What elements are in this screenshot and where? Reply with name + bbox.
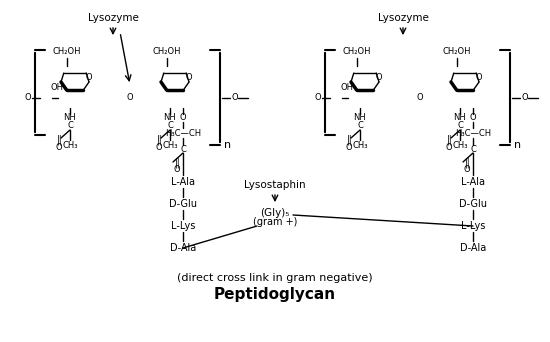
Text: H₃C—CH: H₃C—CH <box>165 130 201 139</box>
Text: D-Glu: D-Glu <box>169 199 197 209</box>
Text: C: C <box>357 121 363 131</box>
Text: O: O <box>475 73 482 82</box>
Text: O: O <box>25 93 31 103</box>
Text: C: C <box>470 145 476 154</box>
Text: CH₃: CH₃ <box>162 141 178 149</box>
Text: O: O <box>180 114 186 122</box>
Text: OH: OH <box>340 83 354 92</box>
Text: (Gly)₅: (Gly)₅ <box>260 208 290 218</box>
Text: O: O <box>126 93 133 103</box>
Text: OH: OH <box>51 83 63 92</box>
Text: O: O <box>446 143 452 152</box>
Text: O: O <box>346 143 353 152</box>
Text: D-Ala: D-Ala <box>460 243 486 253</box>
Text: n: n <box>514 140 521 150</box>
Text: NH: NH <box>454 114 466 122</box>
Text: CH₂OH: CH₂OH <box>343 48 371 56</box>
Text: C: C <box>67 121 73 131</box>
Text: C: C <box>167 121 173 131</box>
Text: Lysozyme: Lysozyme <box>87 13 139 23</box>
Text: CH₃: CH₃ <box>452 141 468 149</box>
Text: L-Lys: L-Lys <box>171 221 195 231</box>
Text: H₃C—CH: H₃C—CH <box>455 130 491 139</box>
Text: (direct cross link in gram negative): (direct cross link in gram negative) <box>177 273 373 283</box>
Text: (gram +): (gram +) <box>253 217 297 227</box>
Text: ‖: ‖ <box>465 158 470 168</box>
Text: C: C <box>457 121 463 131</box>
Text: ‖: ‖ <box>174 158 179 168</box>
Text: O: O <box>375 73 382 82</box>
Text: O: O <box>417 93 424 103</box>
Text: O: O <box>464 166 470 174</box>
Text: Peptidoglycan: Peptidoglycan <box>214 288 336 303</box>
Text: C: C <box>180 145 186 154</box>
Text: CH₂OH: CH₂OH <box>153 48 182 56</box>
Text: Lysozyme: Lysozyme <box>377 13 428 23</box>
Text: Lysostaphin: Lysostaphin <box>244 180 306 190</box>
Text: NH: NH <box>64 114 76 122</box>
Text: L-Lys: L-Lys <box>461 221 485 231</box>
Text: O: O <box>232 93 238 103</box>
Text: D-Ala: D-Ala <box>170 243 196 253</box>
Text: CH₂OH: CH₂OH <box>53 48 81 56</box>
Text: L-Ala: L-Ala <box>171 177 195 187</box>
Text: O: O <box>470 114 476 122</box>
Text: CH₃: CH₃ <box>352 141 368 149</box>
Text: O: O <box>522 93 529 103</box>
Text: CH₃: CH₃ <box>62 141 78 149</box>
Text: ‖: ‖ <box>346 135 351 145</box>
Text: L-Ala: L-Ala <box>461 177 485 187</box>
Text: NH: NH <box>164 114 177 122</box>
Text: O: O <box>56 143 62 152</box>
Text: CH₂OH: CH₂OH <box>443 48 471 56</box>
Text: O: O <box>185 73 192 82</box>
Text: O: O <box>156 143 162 152</box>
Text: D-Glu: D-Glu <box>459 199 487 209</box>
Text: O: O <box>174 166 180 174</box>
Text: O: O <box>315 93 321 103</box>
Text: NH: NH <box>354 114 366 122</box>
Text: ‖: ‖ <box>57 135 62 145</box>
Text: ‖: ‖ <box>157 135 162 145</box>
Text: n: n <box>224 140 232 150</box>
Text: ‖: ‖ <box>447 135 452 145</box>
Text: O: O <box>85 73 92 82</box>
